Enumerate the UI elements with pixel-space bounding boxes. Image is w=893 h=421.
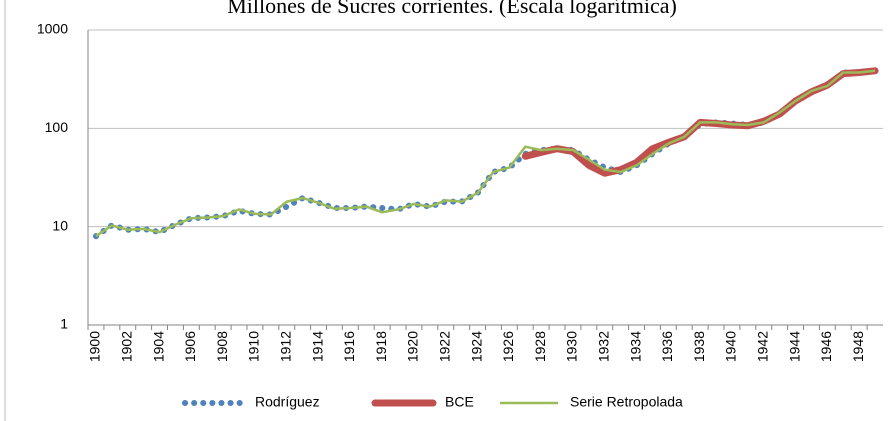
x-tick-label: 1904 [150,331,166,362]
x-tick-label: 1912 [277,331,293,362]
legend-label: BCE [445,394,474,410]
y-tick-label: 1000 [37,21,68,37]
x-tick-label: 1900 [87,331,103,362]
series-line [95,69,876,238]
x-tick-label: 1944 [786,331,802,362]
x-tick-label: 1942 [754,331,770,362]
y-tick-label: 1 [60,316,68,332]
x-tick-label: 1948 [850,331,866,362]
x-tick-label: 1932 [595,331,611,362]
x-tick-label: 1910 [246,331,262,362]
series-line [93,67,879,240]
chart-title: Millones de Sucres corrientes. (Escala l… [227,0,677,18]
x-tick-label: 1926 [500,331,516,362]
y-tick-label: 100 [45,119,69,135]
x-tick-label: 1936 [659,331,675,362]
legend-label: Rodríguez [255,394,320,410]
legend-label: Serie Retropolada [570,394,683,410]
x-tick-label: 1940 [723,331,739,362]
x-tick-label: 1922 [436,331,452,362]
x-tick-label: 1902 [118,331,134,362]
x-tick-label: 1916 [341,331,357,362]
x-tick-label: 1928 [532,331,548,362]
x-tick-label: 1914 [309,331,325,362]
x-tick-label: 1920 [405,331,421,362]
x-tick-label: 1934 [627,331,643,362]
x-tick-label: 1906 [182,331,198,362]
x-tick-label: 1908 [214,331,230,362]
x-tick-label: 1946 [818,331,834,362]
x-tick-label: 1924 [468,331,484,362]
x-tick-label: 1918 [373,331,389,362]
y-tick-label: 10 [52,217,68,233]
x-tick-label: 1938 [691,331,707,362]
x-tick-label: 1930 [564,331,580,362]
